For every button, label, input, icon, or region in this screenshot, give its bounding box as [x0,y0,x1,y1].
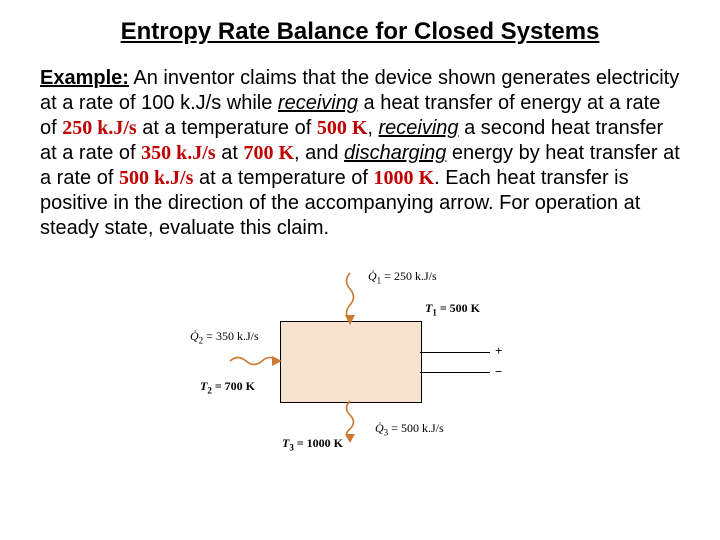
text-run: at a temperature of [193,167,373,189]
label-t1: T1 = 500 K [425,301,480,317]
device-box [280,321,422,403]
electrical-terminals: + − [420,349,490,375]
label-t3: T3 = 1000 K [282,436,343,452]
slide: Entropy Rate Balance for Closed Systems … [0,0,720,456]
value-1000k: 1000 K [374,167,435,189]
label-q3: Q̇3 = 500 k.J/s [375,421,444,437]
label-q1: Q̇1 = 250 k.J/s [368,269,437,285]
label-q2: Q̇2 = 350 k.J/s [190,329,259,345]
example-label: Example: [40,67,129,89]
text-run: at [216,142,244,164]
label-t2: T2 = 700 K [200,379,255,395]
value-700k: 700 K [243,142,294,164]
page-title: Entropy Rate Balance for Closed Systems [40,18,680,46]
text-run: , [367,117,378,139]
example-paragraph: Example: An inventor claims that the dev… [40,66,680,241]
value-350kjs: 350 k.J/s [141,142,215,164]
text-run: at a temperature of [137,117,317,139]
thermo-diagram: Q̇1 = 250 k.J/s T1 = 500 K Q̇2 = 350 k.J… [200,261,520,451]
word-receiving: receiving [278,92,358,114]
word-receiving-2: receiving [379,117,459,139]
text-run: , and [294,142,344,164]
figure-container: Q̇1 = 250 k.J/s T1 = 500 K Q̇2 = 350 k.J… [40,261,680,456]
heat-arrow-q2 [228,346,283,376]
word-discharging: discharging [344,142,446,164]
value-250kjs: 250 k.J/s [62,117,136,139]
value-500k: 500 K [317,117,368,139]
heat-arrow-q1 [335,271,365,326]
terminal-plus: + [495,343,502,359]
value-500kjs: 500 k.J/s [119,167,193,189]
terminal-minus: − [495,364,502,380]
